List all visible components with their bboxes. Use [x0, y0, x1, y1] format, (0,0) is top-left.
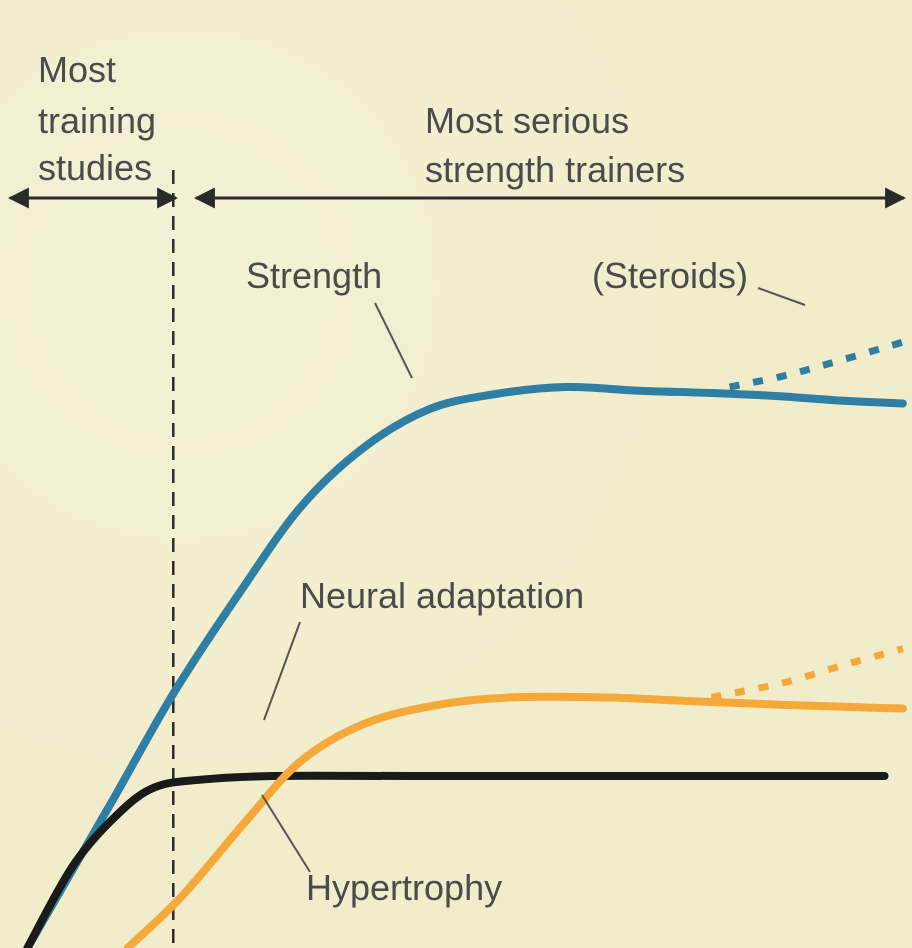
region-label-line: studies [38, 147, 152, 188]
series-line-projection-4 [710, 645, 904, 701]
region-label-training-studies: Most training studies [38, 49, 166, 188]
annotation-strength: Strength [246, 255, 382, 296]
series-layer [23, 338, 907, 948]
leader-strength [374, 302, 413, 379]
leader-hypertrophy [261, 794, 311, 873]
leader-steroids [757, 287, 806, 306]
region-label-line: training [38, 100, 156, 141]
region-label-line: strength trainers [425, 149, 685, 190]
annotation-leaders [261, 287, 806, 873]
series-line-steroids-1 [728, 338, 904, 391]
region-label-line: Most [38, 49, 116, 90]
leader-neural-adaptation [263, 621, 301, 721]
annotation-neural-adaptation: Neural adaptation [300, 575, 584, 616]
region-label-line: Most serious [425, 100, 629, 141]
region-label-serious-trainers: Most serious strength trainers [425, 100, 685, 190]
annotation-steroids: (Steroids) [592, 255, 748, 296]
annotation-hypertrophy: Hypertrophy [306, 867, 502, 908]
series-line-hypertrophy-3 [123, 692, 907, 948]
series-line-strength-0 [23, 382, 907, 948]
